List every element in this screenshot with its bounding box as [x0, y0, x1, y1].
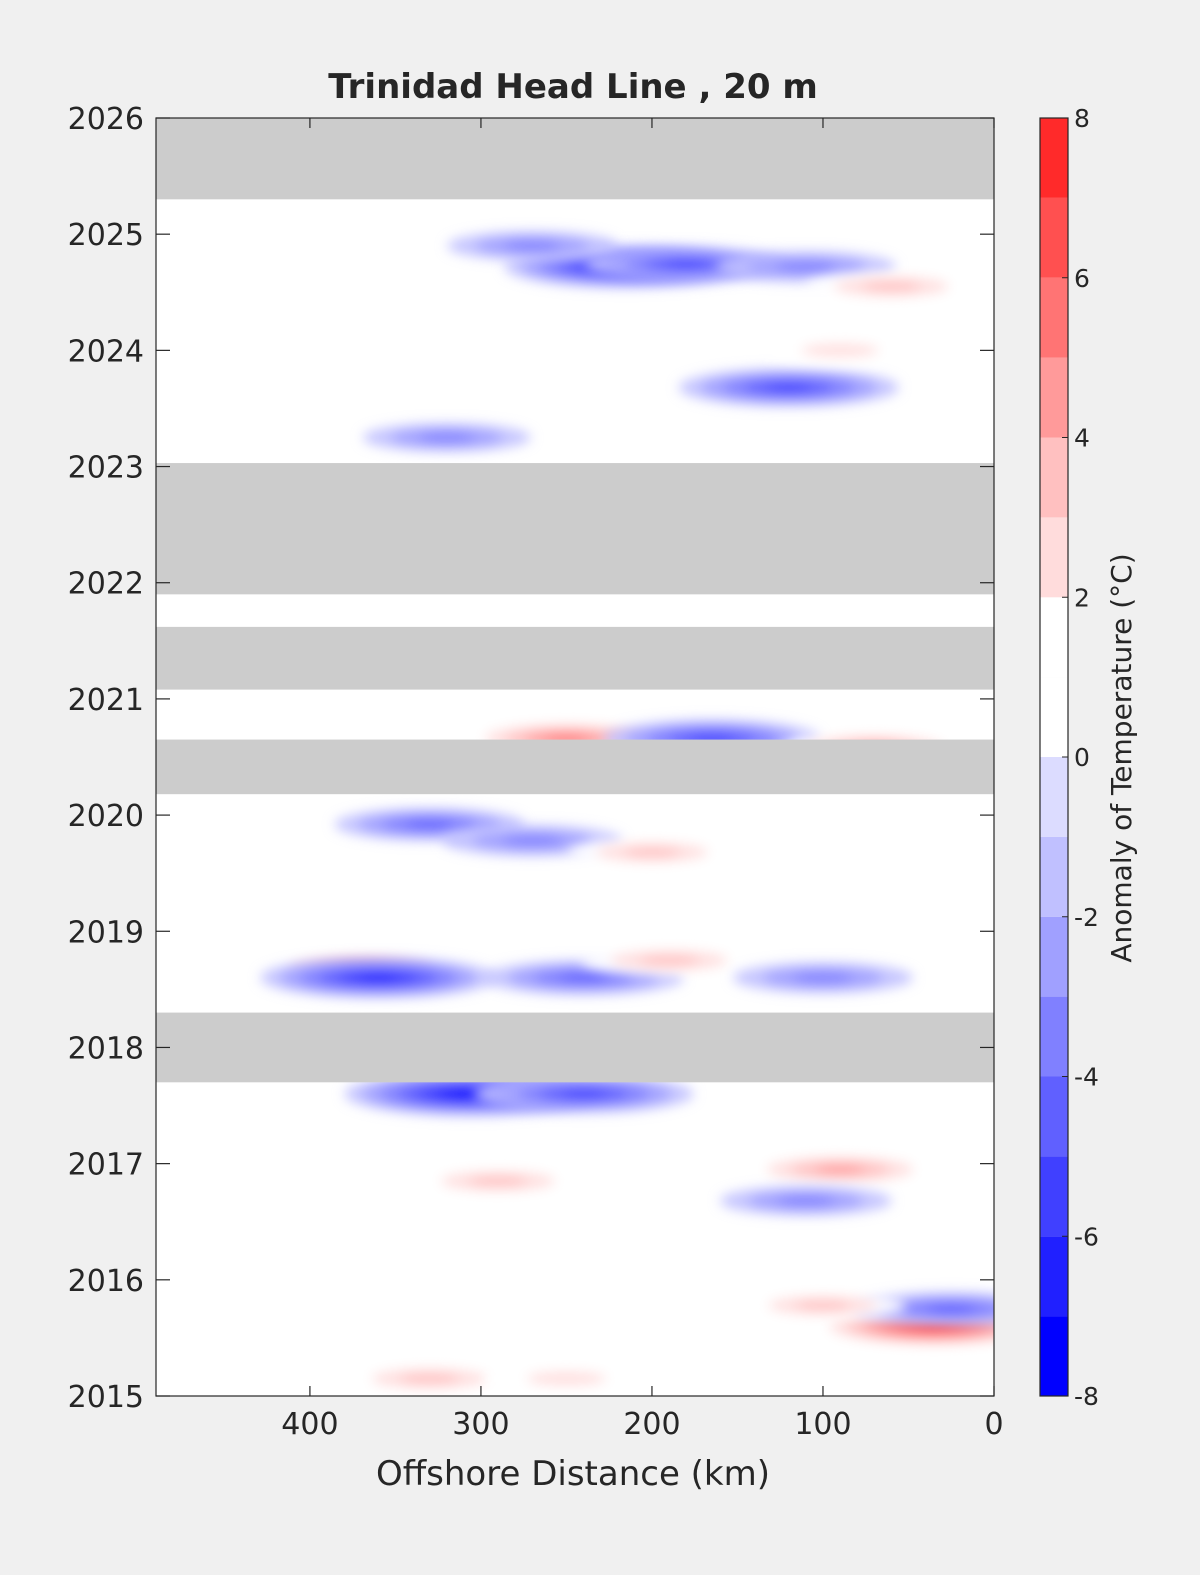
colorbar-tick-label: -6 [1074, 1222, 1099, 1251]
anomaly-feature [567, 837, 736, 867]
anomaly-feature [473, 1074, 694, 1113]
colorbar-tick-label: 8 [1074, 104, 1090, 133]
y-tick-label: 2015 [68, 1380, 144, 1415]
colorbar-tick-label: 2 [1074, 583, 1090, 612]
missing-data-band [156, 118, 994, 200]
x-tick-label: 400 [281, 1407, 338, 1442]
missing-data-band [156, 739, 994, 795]
colorbar-swatch [1040, 517, 1068, 598]
anomaly-feature [342, 1363, 517, 1394]
anomaly-feature [762, 337, 919, 364]
y-tick-label: 2025 [68, 218, 144, 253]
anomaly-feature [260, 957, 497, 999]
y-tick-label: 2020 [68, 799, 144, 834]
y-axis-ticks: 2015 2016 2017 2018 2019 2020 2021 2022 2023 2024… [68, 102, 994, 1415]
colorbar-swatch [1040, 836, 1068, 917]
x-tick-label: 100 [794, 1407, 851, 1442]
anomaly-feature [581, 945, 758, 976]
y-tick-label: 2017 [68, 1148, 144, 1183]
colorbar-tick-label: -8 [1074, 1382, 1099, 1411]
missing-data-band [156, 1012, 994, 1083]
missing-data-band [156, 463, 994, 595]
x-tick-label: 200 [623, 1407, 680, 1442]
y-tick-label: 2024 [68, 334, 144, 369]
missing-data-band [156, 626, 994, 690]
colorbar-tick-label: 0 [1074, 743, 1090, 772]
colorbar-tick-label: 6 [1074, 264, 1090, 293]
y-tick-label: 2021 [68, 683, 144, 718]
x-tick-label: 0 [984, 1407, 1003, 1442]
anomaly-feature [362, 423, 531, 452]
anomaly-feature [805, 271, 978, 302]
y-tick-label: 2022 [68, 567, 144, 602]
colorbar-swatch [1040, 437, 1068, 518]
colorbar-swatch [1040, 277, 1068, 358]
y-tick-label: 2016 [68, 1264, 144, 1299]
colorbar-swatch [1040, 1236, 1068, 1317]
x-axis-label: Offshore Distance (km) [376, 1454, 770, 1494]
colorbar-tick-label: 4 [1074, 424, 1090, 453]
anomaly-feature [742, 1152, 939, 1187]
chart-title: Trinidad Head Line , 20 m [328, 67, 818, 107]
colorbar-swatch [1040, 357, 1068, 438]
anomaly-feature [719, 1186, 892, 1216]
colorbar: -8 -6 -4 -2 0 2 4 6 8 [1039, 104, 1099, 1411]
x-tick-label: 300 [452, 1407, 509, 1442]
plot-frame [155, 117, 995, 1397]
colorbar-swatch [1040, 1156, 1068, 1237]
anomaly-feature [853, 1292, 994, 1326]
colorbar-swatch [1040, 118, 1068, 198]
anomaly-feature [486, 1364, 647, 1393]
missing-data-layer [156, 118, 994, 1083]
anomaly-feature [678, 368, 899, 407]
colorbar-swatch [1040, 996, 1068, 1077]
y-tick-label: 2018 [68, 1031, 144, 1066]
colorbar-swatch [1040, 1076, 1068, 1157]
y-tick-label: 2026 [68, 102, 144, 137]
colorbar-swatch [1040, 916, 1068, 997]
colorbar-swatch [1040, 1316, 1068, 1396]
anomaly-feature [732, 962, 913, 994]
colorbar-tick-label: -2 [1074, 903, 1099, 932]
anomaly-feature [447, 231, 618, 261]
x-axis-ticks: 400 300 200 100 0 [281, 118, 1004, 1442]
colorbar-swatch [1040, 597, 1068, 678]
anomaly-feature [740, 1291, 905, 1320]
y-tick-label: 2019 [68, 915, 144, 950]
colorbar-label: Anomaly of Temperature (°C) [1105, 553, 1138, 962]
colorbar-swatch [1040, 677, 1068, 757]
anomaly-feature [412, 1166, 585, 1196]
colorbar-swatch [1040, 197, 1068, 278]
colorbar-swatch [1040, 757, 1068, 837]
y-tick-label: 2023 [68, 451, 144, 486]
plot-area: 400 300 200 100 0 20152016201720182019202020… [68, 102, 1004, 1442]
colorbar-tick-label: -4 [1074, 1063, 1099, 1092]
